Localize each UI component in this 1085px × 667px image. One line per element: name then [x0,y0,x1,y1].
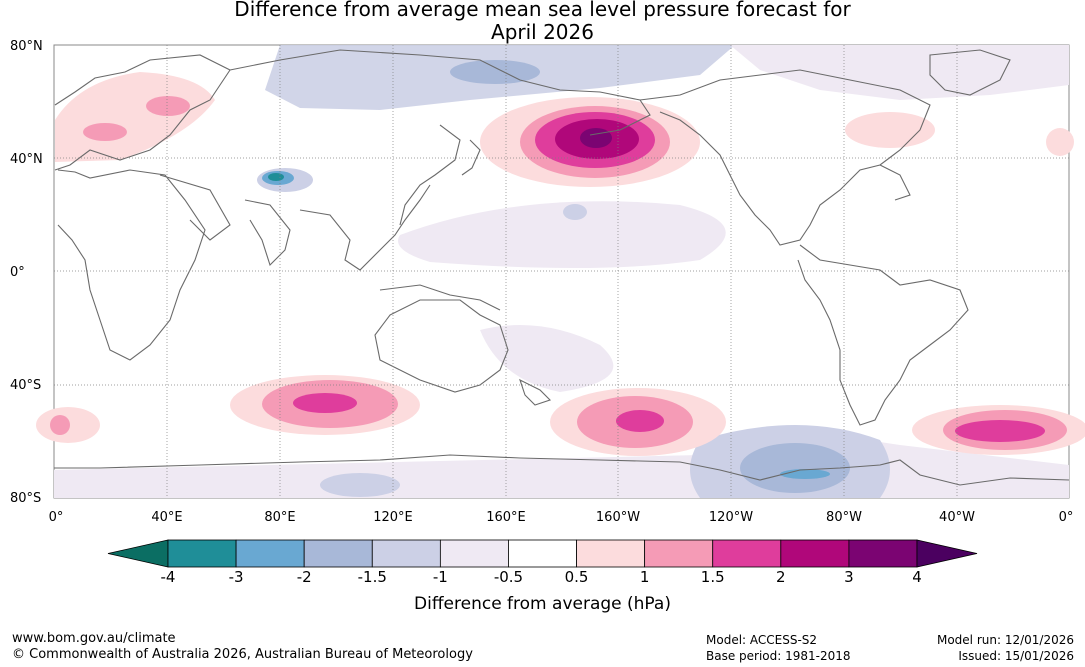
footer-copyright: © Commonwealth of Australia 2026, Austra… [12,647,473,662]
lon-label-80e: 80°E [264,510,296,525]
colorbar-bin [508,539,577,568]
lon-label-160w: 160°W [595,510,641,525]
coastlines [54,49,1070,486]
colorbar-tick-label: 4 [912,568,922,586]
colorbar [107,539,978,568]
lon-label-80w: 80°W [826,510,862,525]
footer-url[interactable]: www.bom.gov.au/climate [12,631,176,646]
lon-label-160e: 160°E [486,510,526,525]
colorbar-tick-label: 2 [776,568,786,586]
colorbar-extend-high [916,539,978,568]
colorbar-bin [167,539,237,568]
lat-label-40s: 40°S [10,378,42,393]
lon-label-40e: 40°E [151,510,183,525]
colorbar-tick-label: 1 [639,568,650,586]
colorbar-bin [576,539,646,568]
lon-label-120w: 120°W [708,510,754,525]
colorbar-bin [439,539,509,568]
colorbar-tick-label: -3 [228,568,244,586]
colorbar-tick-label: -1 [432,568,448,586]
colorbar-bin [303,539,373,568]
colorbar-tick-label: -4 [160,568,176,586]
colorbar-tick-label: -0.5 [493,568,524,586]
colorbar-tick-label: 1.5 [700,568,725,586]
colorbar-bin [712,539,782,568]
map-title-line2: April 2026 [491,20,594,44]
footer-issued: Issued: 15/01/2026 [958,649,1074,663]
colorbar-bin [848,539,918,568]
lon-label-0-right: 0° [1058,510,1074,525]
colorbar-extend-low [107,539,169,568]
lat-label-equator: 0° [10,265,25,280]
lat-label-40n: 40°N [10,152,43,167]
footer-model-run: Model run: 12/01/2026 [936,633,1074,647]
lon-label-40w: 40°W [939,510,975,525]
colorbar-tick-label: -1.5 [357,568,387,586]
colorbar-bin [371,539,441,568]
colorbar-tick-label: 3 [844,568,854,586]
colorbar-label: Difference from average (hPa) [414,594,671,614]
map-title-line1: Difference from average mean sea level p… [234,0,851,21]
colorbar-bin [644,539,714,568]
lon-label-0: 0° [48,510,64,525]
negative-anomaly-regions [54,45,1069,498]
footer-base-period: Base period: 1981-2018 [706,649,851,663]
colorbar-tick-label: 0.5 [564,568,589,586]
footer-model: Model: ACCESS-S2 [706,633,818,647]
lat-label-80n: 80°N [10,39,43,54]
lat-label-80s: 80°S [10,491,42,506]
positive-anomaly-regions [36,72,1085,456]
colorbar-bin [780,539,850,568]
colorbar-tick-label: -2 [296,568,312,586]
lon-label-120e: 120°E [373,510,413,525]
colorbar-bin [235,539,305,568]
graticule [54,45,1069,498]
